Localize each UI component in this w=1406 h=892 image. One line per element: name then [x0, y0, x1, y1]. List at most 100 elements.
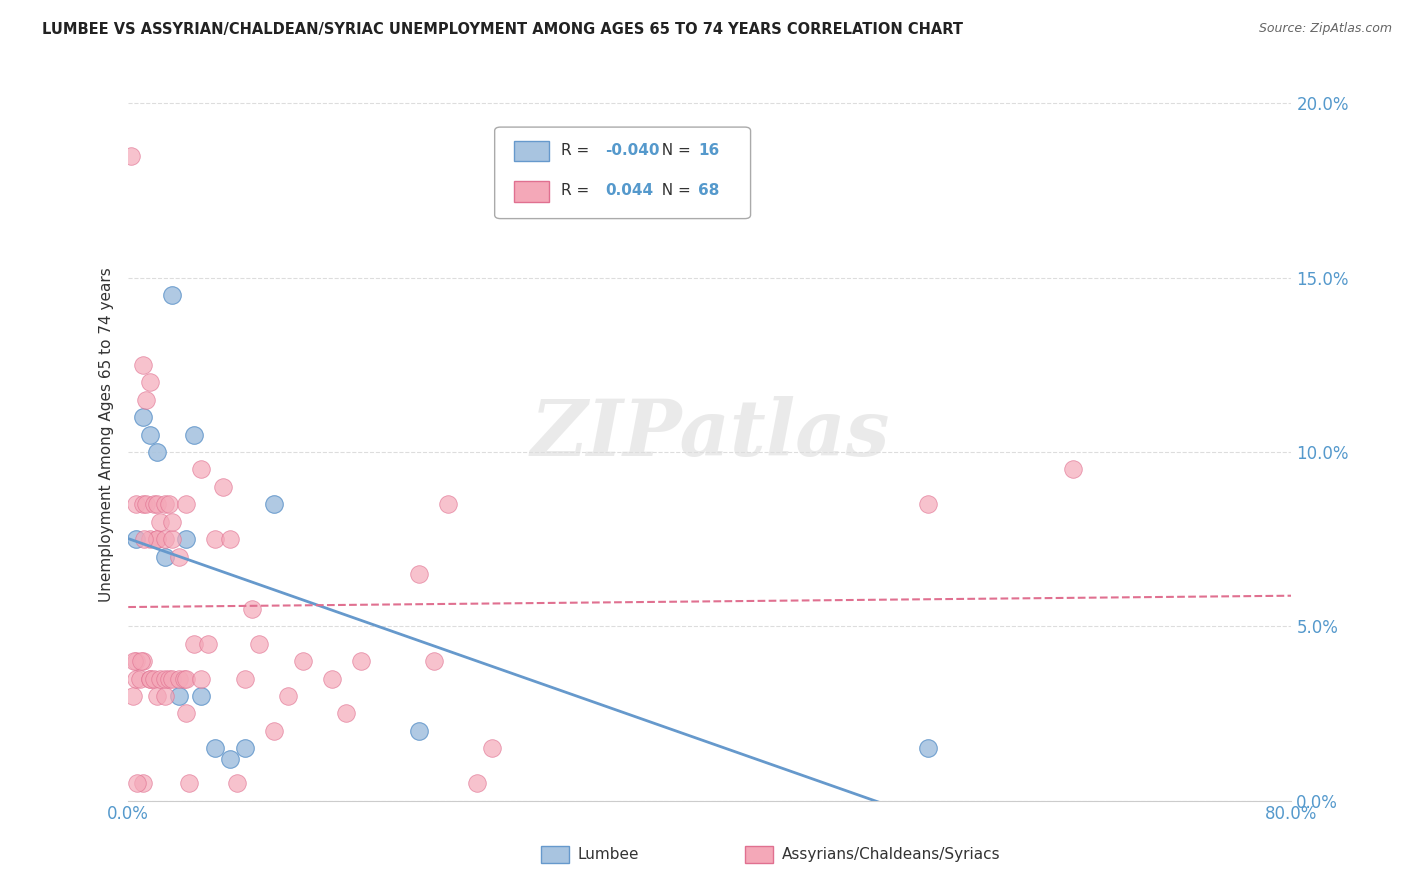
Point — [277, 689, 299, 703]
Text: LUMBEE VS ASSYRIAN/CHALDEAN/SYRIAC UNEMPLOYMENT AMONG AGES 65 TO 74 YEARS CORREL: LUMBEE VS ASSYRIAN/CHALDEAN/SYRIAC UNEMP… — [42, 22, 963, 37]
Point — [146, 689, 169, 703]
Point — [149, 515, 172, 529]
Point — [321, 672, 343, 686]
Point — [132, 776, 155, 790]
Point — [153, 672, 176, 686]
Point — [291, 654, 314, 668]
Point — [179, 776, 201, 790]
Point — [465, 776, 488, 790]
Point — [139, 427, 162, 442]
Point — [139, 672, 162, 686]
Point — [263, 723, 285, 738]
Point — [219, 752, 242, 766]
Point — [263, 497, 285, 511]
Point — [917, 497, 939, 511]
Point — [437, 497, 460, 511]
Point — [135, 392, 157, 407]
Text: 0.044: 0.044 — [605, 183, 654, 198]
Point — [146, 532, 169, 546]
Point — [176, 706, 198, 721]
Point — [190, 672, 212, 686]
Text: R =: R = — [561, 143, 595, 158]
Y-axis label: Unemployment Among Ages 65 to 74 years: Unemployment Among Ages 65 to 74 years — [100, 268, 114, 602]
FancyBboxPatch shape — [515, 181, 550, 202]
Point — [139, 532, 162, 546]
Point — [167, 689, 190, 703]
Point — [132, 497, 155, 511]
Point — [226, 776, 249, 790]
Point — [124, 654, 146, 668]
FancyBboxPatch shape — [495, 127, 751, 219]
Point — [204, 532, 226, 546]
Text: Assyrians/Chaldeans/Syriacs: Assyrians/Chaldeans/Syriacs — [782, 847, 1000, 862]
Point — [233, 672, 256, 686]
Point — [219, 532, 242, 546]
Point — [146, 445, 169, 459]
Point — [240, 602, 263, 616]
Point — [183, 637, 205, 651]
Point — [422, 654, 444, 668]
Text: -0.040: -0.040 — [605, 143, 659, 158]
Point — [124, 532, 146, 546]
Point — [157, 672, 180, 686]
Point — [173, 672, 195, 686]
Point — [176, 672, 198, 686]
Point — [160, 515, 183, 529]
Point — [350, 654, 373, 668]
Point — [122, 654, 145, 668]
Point — [408, 567, 430, 582]
Point — [233, 741, 256, 756]
Point — [335, 706, 357, 721]
Point — [176, 532, 198, 546]
Point — [125, 776, 148, 790]
Point — [160, 672, 183, 686]
Point — [176, 497, 198, 511]
FancyBboxPatch shape — [515, 141, 550, 161]
Text: R =: R = — [561, 183, 595, 198]
Point — [190, 462, 212, 476]
Point — [160, 288, 183, 302]
Point — [131, 654, 153, 668]
Point — [247, 637, 270, 651]
Point — [211, 480, 233, 494]
Text: 16: 16 — [699, 143, 720, 158]
Text: ZIPatlas: ZIPatlas — [530, 396, 890, 473]
Point — [190, 689, 212, 703]
Point — [153, 497, 176, 511]
Point — [134, 532, 156, 546]
Point — [143, 497, 166, 511]
Point — [132, 358, 155, 372]
Text: N =: N = — [652, 143, 696, 158]
Point — [139, 672, 162, 686]
Point — [146, 497, 169, 511]
Text: Lumbee: Lumbee — [578, 847, 640, 862]
Point — [408, 723, 430, 738]
Point — [135, 497, 157, 511]
Point — [153, 532, 176, 546]
Point — [121, 689, 143, 703]
Point — [167, 549, 190, 564]
Point — [146, 532, 169, 546]
Text: N =: N = — [652, 183, 696, 198]
Point — [153, 549, 176, 564]
Point — [167, 672, 190, 686]
Point — [197, 637, 219, 651]
Point — [157, 497, 180, 511]
Point — [917, 741, 939, 756]
Point — [132, 654, 155, 668]
Point — [183, 427, 205, 442]
Point — [481, 741, 503, 756]
Point — [128, 672, 150, 686]
Point — [160, 532, 183, 546]
Point — [132, 410, 155, 425]
Point — [124, 497, 146, 511]
Point — [153, 689, 176, 703]
Point — [124, 672, 146, 686]
Point — [139, 376, 162, 390]
Text: Source: ZipAtlas.com: Source: ZipAtlas.com — [1258, 22, 1392, 36]
Text: 68: 68 — [699, 183, 720, 198]
Point — [1062, 462, 1084, 476]
Point — [149, 672, 172, 686]
Point — [143, 672, 166, 686]
Point — [204, 741, 226, 756]
